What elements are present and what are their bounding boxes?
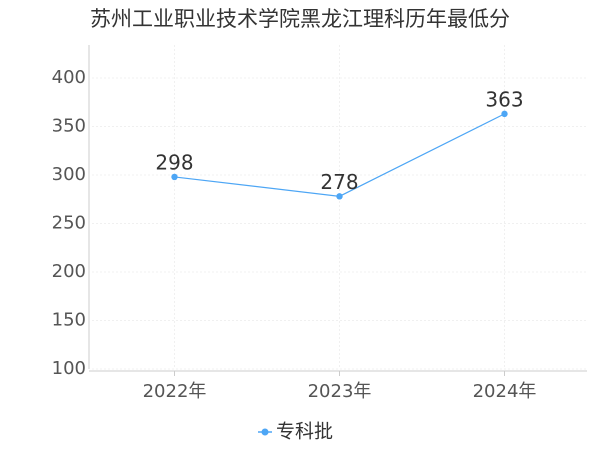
y-tick-label: 100: [52, 358, 86, 379]
data-label: 278: [320, 170, 358, 194]
legend-marker: [261, 428, 269, 436]
data-point: [501, 110, 508, 118]
y-tick-label: 150: [52, 309, 86, 330]
y-tick-label: 300: [52, 164, 86, 185]
legend-label: 专科批: [276, 421, 333, 443]
y-tick-label: 250: [52, 212, 86, 233]
y-tick-label: 350: [52, 115, 86, 136]
y-tick-label: 200: [52, 261, 86, 282]
data-point: [336, 193, 343, 200]
x-tick-label: 2024年: [473, 381, 537, 402]
chart-title: 苏州工业职业技术学院黑龙江理科历年最低分: [90, 7, 510, 31]
data-label: 363: [485, 87, 523, 111]
y-tick-label: 400: [52, 67, 86, 88]
x-tick-label: 2023年: [308, 381, 372, 402]
data-point: [171, 173, 178, 181]
x-tick-label: 2022年: [143, 381, 207, 402]
data-label: 298: [155, 150, 193, 174]
